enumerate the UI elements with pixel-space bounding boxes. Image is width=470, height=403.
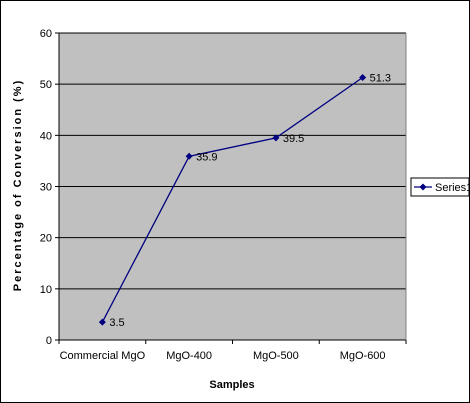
x-axis-title: Samples [209,379,254,391]
x-tick-label: MgO-500 [253,350,299,362]
data-label: 3.5 [109,317,124,329]
y-tick-label: 60 [40,28,52,40]
data-labels: 3.5 35.9 39.5 51.3 [109,73,391,330]
legend-marker [419,183,427,191]
data-point [359,74,367,82]
data-label: 35.9 [196,151,217,163]
y-tick-label: 40 [40,130,52,142]
legend: Series1 [410,177,470,197]
x-tick-label: Commercial MgO [60,350,146,362]
y-axis-ticks: 0 10 20 30 40 50 60 [40,28,59,347]
x-axis-ticks: Commercial MgO MgO-400 MgO-500 MgO-600 [58,340,407,362]
y-tick-label: 0 [46,335,52,347]
data-label: 51.3 [370,73,391,85]
x-tick-label: MgO-400 [166,350,212,362]
legend-label: Series1 [435,182,470,194]
data-point [272,134,280,142]
series-line [101,76,363,323]
data-point [98,318,106,326]
y-tick-label: 30 [40,182,52,194]
y-axis-title: Percentage of Conversion (%) [12,79,24,291]
y-tick-label: 20 [40,233,52,245]
x-tick-label: MgO-600 [340,350,386,362]
series [98,74,367,326]
y-tick-label: 50 [40,79,52,91]
data-point [185,152,193,160]
data-label: 39.5 [283,133,304,145]
gridlines [59,32,406,290]
y-tick-label: 10 [40,284,52,296]
legend-box [410,177,470,197]
